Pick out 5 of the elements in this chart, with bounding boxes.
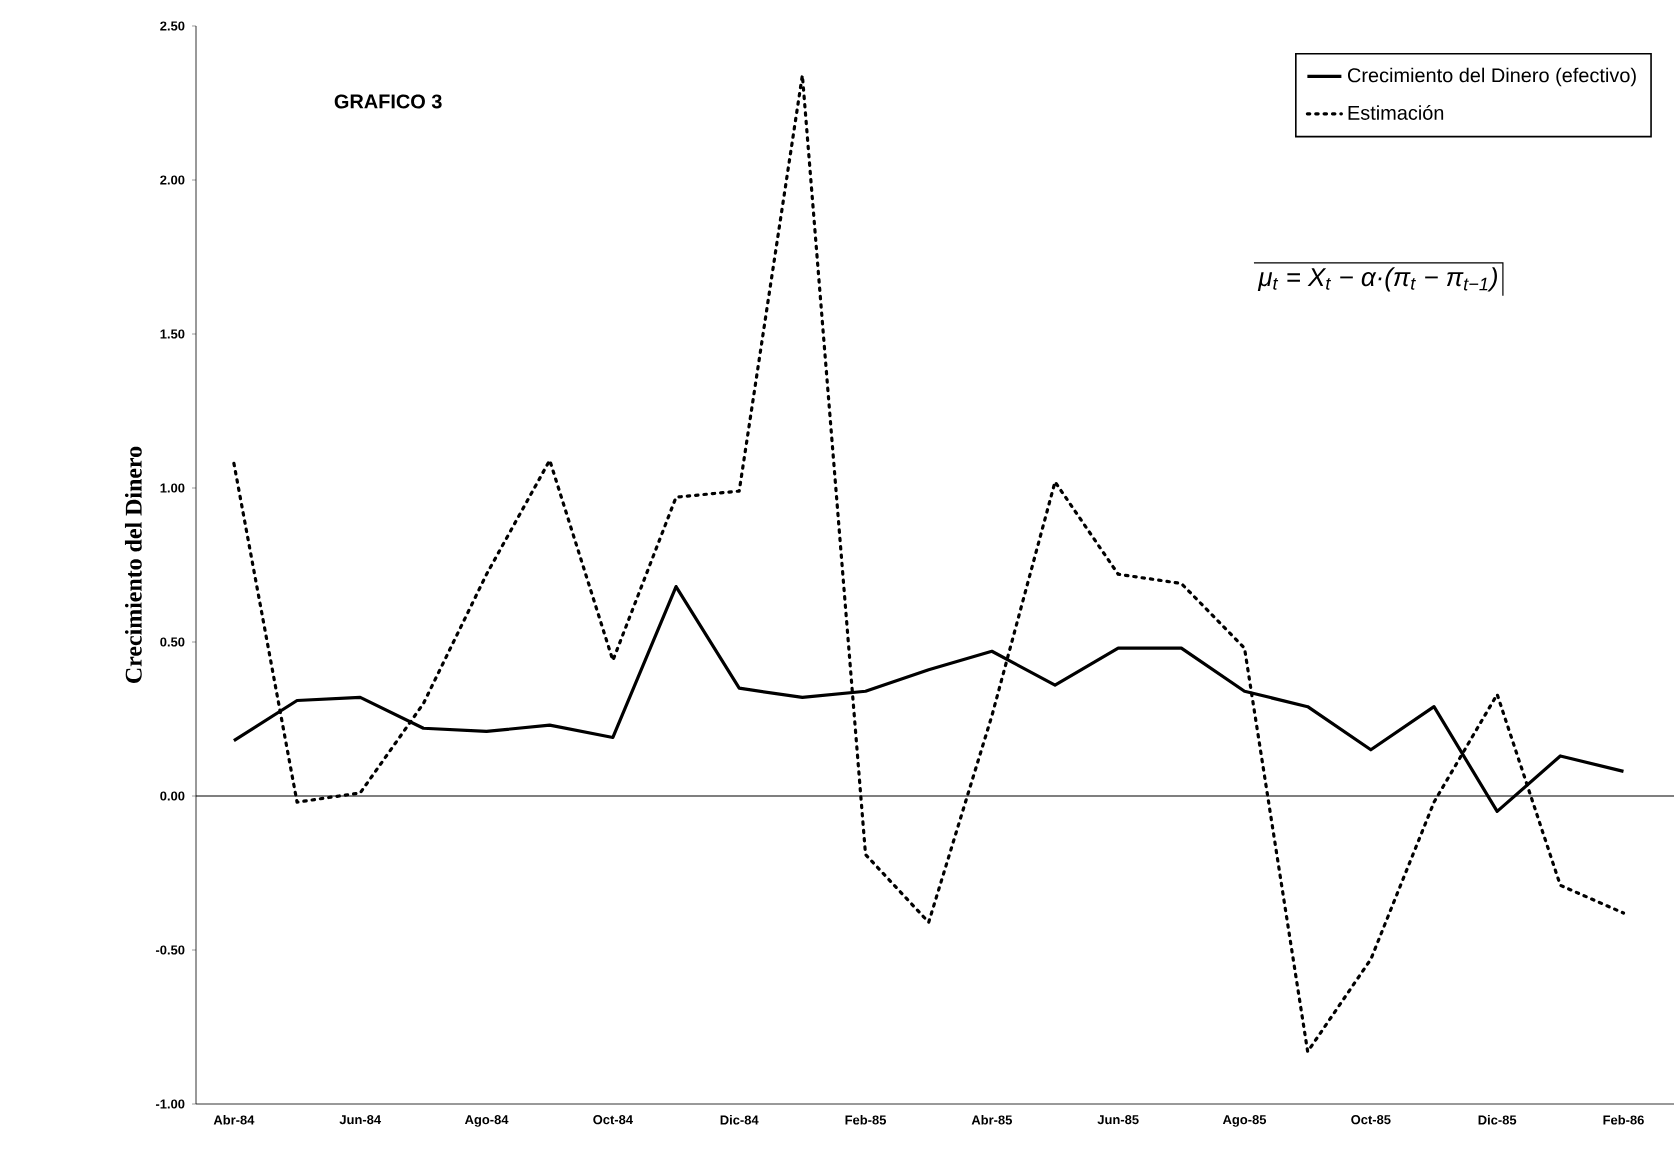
- legend-label: Estimación: [1348, 105, 1444, 120]
- text: μ$_{t}$ = X$_{t}$ − α·(π$_{t}$ − π$_{t−1}$): [1257, 267, 1497, 292]
- annotation: GRAFICO 3: [334, 94, 442, 109]
- legend-label: Crecimiento del Dinero (efectivo): [1347, 67, 1636, 87]
- y-axis-title: Crecimiento del Dinero: [124, 446, 142, 683]
